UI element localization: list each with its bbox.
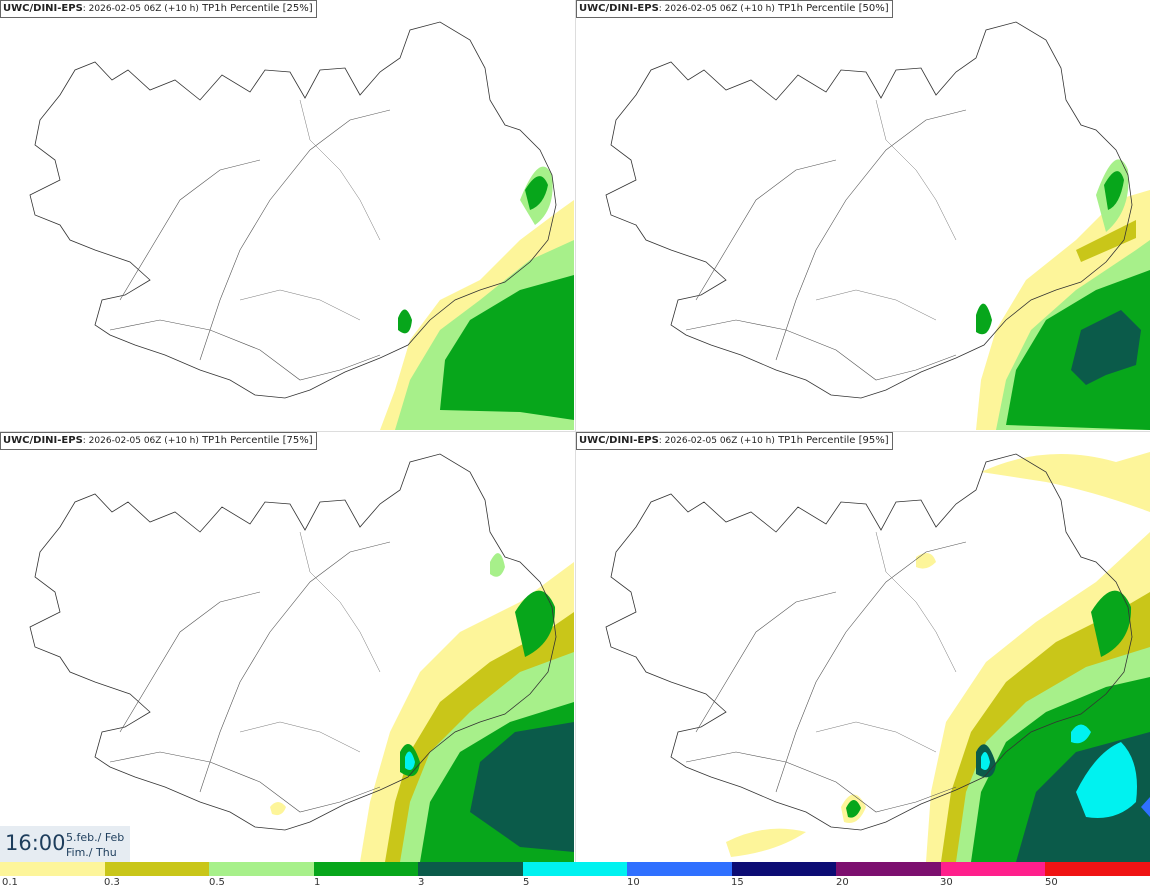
precip-map [576, 0, 1150, 430]
precip-map [0, 432, 574, 862]
valid-time-box: 16:00 5.feb./ Feb Fim./ Thu [0, 826, 130, 862]
precip-area [470, 722, 574, 852]
boundary-lines [815, 99, 957, 321]
coastline [605, 21, 1133, 399]
panel-title: UWC/DINI-EPS: 2026-02-05 06Z (+10 h) TP1… [576, 432, 893, 450]
legend-swatch [313, 862, 419, 876]
precip-area [981, 452, 1150, 512]
map-panel-p50: UWC/DINI-EPS: 2026-02-05 06Z (+10 h) TP1… [576, 0, 1150, 430]
legend-swatch [522, 862, 628, 876]
precip-area [1141, 797, 1150, 817]
road-network [685, 109, 967, 381]
precip-area [916, 553, 936, 569]
legend-label: 10 [627, 877, 640, 888]
legend-label: 0.1 [2, 877, 18, 888]
road-network [685, 541, 967, 813]
legend-label: 1 [314, 877, 321, 888]
legend-label: 50 [1045, 877, 1058, 888]
legend-swatch [1045, 862, 1150, 876]
road-network [109, 109, 391, 381]
legend-label: 30 [940, 877, 953, 888]
precip-area [270, 802, 286, 816]
legend-label: 20 [836, 877, 849, 888]
color-legend: 0.1 0.3 0.5 1 3 5 10 15 20 30 50 [0, 862, 1150, 891]
road-network [109, 541, 391, 813]
legend-swatch [0, 862, 105, 876]
precip-area [440, 275, 574, 420]
precip-area [846, 800, 861, 818]
legend-swatch [836, 862, 941, 876]
valid-time: 16:00 [5, 831, 66, 855]
legend-swatch [627, 862, 732, 876]
legend-swatch [940, 862, 1046, 876]
legend-label: 0.5 [209, 877, 225, 888]
legend-swatch [209, 862, 314, 876]
panel-title: UWC/DINI-EPS: 2026-02-05 06Z (+10 h) TP1… [0, 432, 317, 450]
precip-area [515, 590, 556, 657]
precip-area [726, 828, 806, 857]
valid-date: 5.feb./ Feb Fim./ Thu [66, 831, 125, 859]
coastline [29, 21, 557, 399]
precip-area [976, 303, 992, 335]
precip-area [490, 553, 505, 577]
legend-label: 0.3 [104, 877, 120, 888]
legend-swatch [104, 862, 210, 876]
precip-area [398, 309, 412, 334]
map-panel-p75: UWC/DINI-EPS: 2026-02-05 06Z (+10 h) TP1… [0, 432, 574, 862]
precip-area [1071, 724, 1091, 744]
precip-area [1071, 310, 1141, 385]
coastline [29, 453, 557, 831]
legend-swatch [418, 862, 523, 876]
precip-map [576, 432, 1150, 862]
panel-divider [0, 431, 1150, 432]
precip-area [1076, 742, 1137, 818]
precip-area [405, 751, 415, 770]
legend-swatches [0, 862, 1150, 876]
map-panel-p95: UWC/DINI-EPS: 2026-02-05 06Z (+10 h) TP1… [576, 432, 1150, 862]
legend-label: 5 [523, 877, 530, 888]
coastline [605, 453, 1133, 831]
legend-swatch [731, 862, 837, 876]
precip-area [981, 752, 990, 770]
precip-area [1104, 171, 1124, 210]
legend-label: 3 [418, 877, 425, 888]
boundary-lines [239, 531, 381, 753]
precip-map [0, 0, 574, 430]
precip-area [1076, 220, 1136, 262]
precip-area [1091, 590, 1132, 657]
precip-area [525, 176, 548, 210]
panel-title: UWC/DINI-EPS: 2026-02-05 06Z (+10 h) TP1… [576, 0, 893, 18]
panel-title: UWC/DINI-EPS: 2026-02-05 06Z (+10 h) TP1… [0, 0, 317, 18]
boundary-lines [815, 531, 957, 753]
map-panel-p25: UWC/DINI-EPS: 2026-02-05 06Z (+10 h) TP1… [0, 0, 574, 430]
legend-label: 15 [731, 877, 744, 888]
boundary-lines [239, 99, 381, 321]
